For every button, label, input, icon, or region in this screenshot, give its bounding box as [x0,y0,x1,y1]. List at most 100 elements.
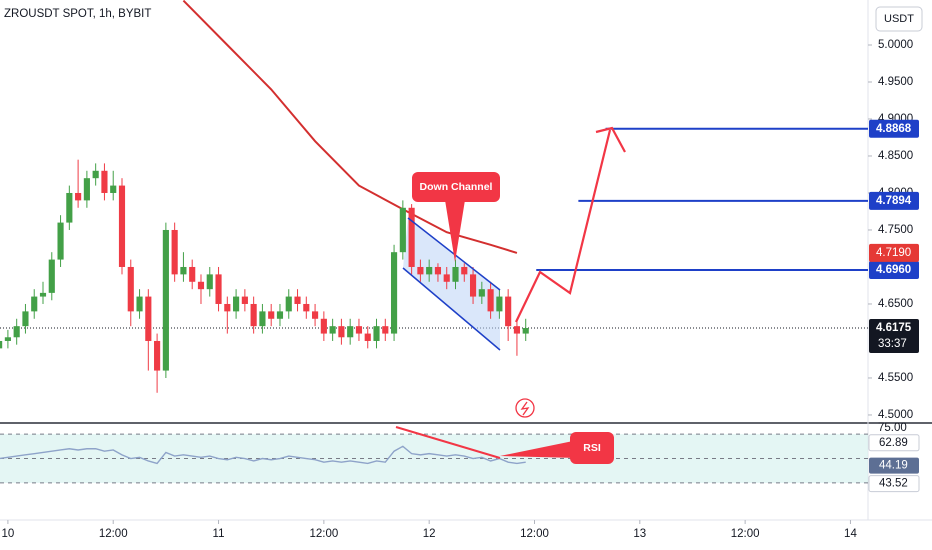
x-tick-label: 12:00 [731,528,760,540]
channel-fill [403,218,500,350]
layer: 5.00004.95004.90004.85004.80004.75004.65… [2,39,920,540]
candle-body [329,326,336,334]
candle-body [355,326,363,334]
candle-body [426,266,433,275]
candle-body [233,296,240,312]
y-tick-label: 4.5500 [878,372,913,384]
candle-body [513,326,521,334]
x-tick-label: 10 [2,528,15,540]
level-box [869,191,919,210]
candle-body [31,296,38,312]
callout-box [412,172,500,202]
x-tick-label: 11 [213,528,225,540]
level-label: 4.7894 [876,195,912,207]
candle-body [434,266,442,275]
moving-average [182,0,518,254]
candle-body [469,274,477,297]
candle-body [382,326,389,334]
candle-body [487,289,494,312]
candle-body [57,222,64,260]
layer [0,159,529,393]
candle-body [285,296,292,312]
candle-body [224,303,231,312]
candle-body [373,326,380,341]
level-label: 4.8868 [876,123,912,135]
candle-body [294,296,301,304]
candle-body [312,311,319,319]
x-tick-label: 12 [423,528,436,540]
candle-body [303,303,310,312]
x-tick-label: 14 [844,528,857,540]
candle-body [461,266,468,275]
ma-label: 4.7190 [876,247,911,259]
candle-body [364,333,371,341]
candle-body [320,318,327,334]
candle-body [522,328,529,334]
candle-body [478,289,485,297]
rsi-value-label: 43.52 [879,478,908,490]
candle-body [83,178,90,201]
currency-box [875,6,923,32]
y-tick-label: 4.5000 [878,409,913,421]
x-tick-label: 12:00 [309,528,338,540]
y-tick-label: 4.8500 [878,150,913,162]
candle-body [206,274,213,290]
candle-body [92,170,99,179]
candle-body [390,252,398,334]
candle-body [399,207,406,253]
rsi-value-box [868,434,920,452]
callout-pointer [500,440,578,458]
level-box [869,119,919,138]
callout-text: RSI [583,442,601,454]
candle-body [443,274,450,282]
candle-body [250,303,257,327]
projection-arrow [515,129,612,323]
y-tick-label: 4.7500 [878,224,913,236]
countdown: 33:37 [878,338,907,350]
candle-body [48,259,55,293]
ma-box [869,243,919,262]
candle-body [505,296,512,327]
candle-body [338,326,345,338]
candle-body [452,266,459,282]
x-tick-label: 12:00 [99,528,128,540]
candle-body [0,340,3,349]
last-price-label: 4.6175 [876,322,912,334]
candle-body [154,340,161,371]
candle-body [496,296,503,312]
candle-body [276,311,284,319]
candle-body [4,337,11,341]
candle-body [268,311,275,319]
candle-body [75,192,82,201]
arrow-head [595,126,626,153]
candle-body [162,229,169,371]
rsi-line [0,445,526,465]
candle-body [171,229,178,275]
x-tick-label: 13 [633,528,646,540]
y-tick-label: 5.0000 [878,39,913,51]
candle-body [118,185,126,267]
chart-title: ZROUSDT SPOT, 1h, BYBIT [4,8,151,20]
y-tick-label: 4.9500 [878,76,913,88]
callout-text: Down Channel [420,181,493,193]
candle-body [101,170,108,193]
layer [0,0,868,484]
candle-body [259,311,266,327]
rsi-tick-label: 75.00 [878,422,907,434]
candle-body [22,311,29,327]
rsi-value-label: 44.19 [879,460,908,472]
candle-body [110,185,117,193]
candle-body [127,266,134,312]
callout-box [570,432,614,464]
divergence-line [395,426,501,459]
channel-line [402,267,501,351]
candle-body [241,296,248,304]
last-price-box [869,319,919,354]
candle-body [417,266,424,275]
candle-body [197,281,205,290]
candle-body [136,296,143,312]
candle-body [66,192,73,223]
candle-body [39,292,47,297]
